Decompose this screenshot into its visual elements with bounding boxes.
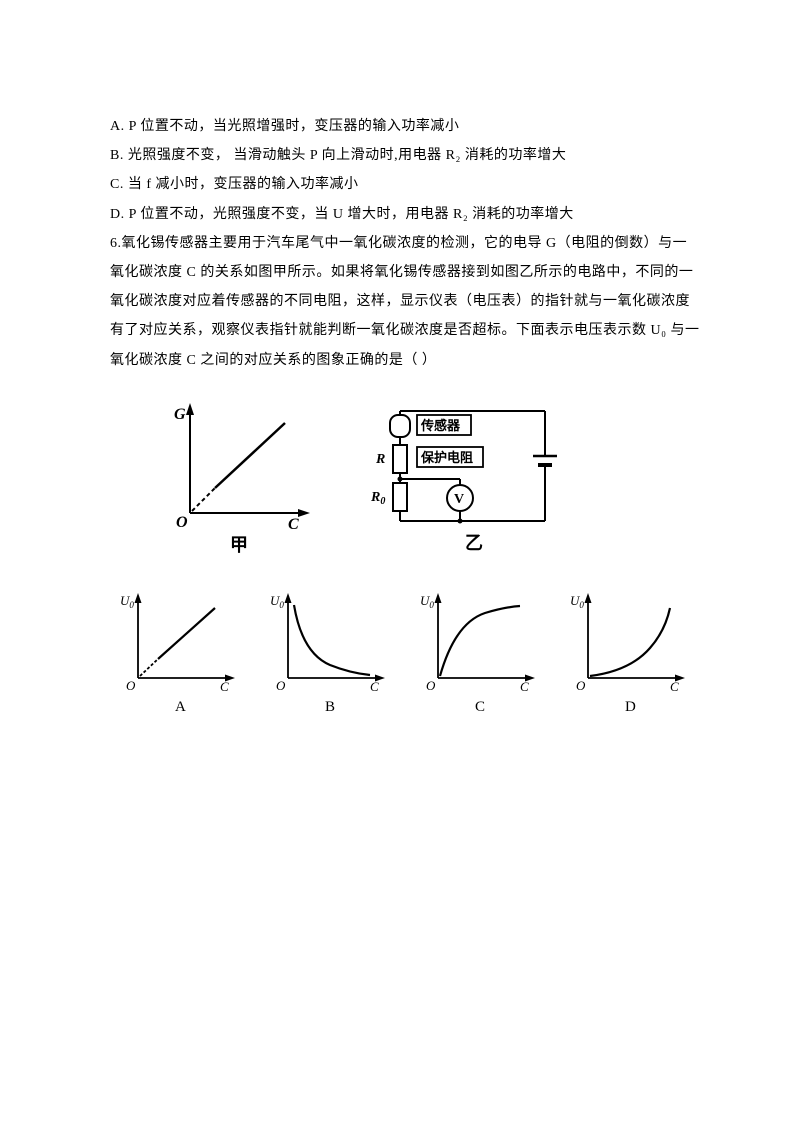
svg-text:U0: U0	[570, 593, 584, 610]
svg-text:U0: U0	[420, 593, 434, 610]
option-label-d: D	[625, 699, 636, 715]
svg-text:O: O	[426, 678, 436, 693]
svg-text:O: O	[576, 678, 586, 693]
label-V: V	[454, 492, 464, 507]
q5-option-d: D. P 位置不动，光照强度不变，当 U 增大时，用电器 R₂ 消耗的功率增大	[110, 202, 710, 227]
axis-label-c: C	[288, 516, 299, 533]
option-chart-c: U0 O C C	[420, 593, 535, 715]
caption-yi: 乙	[465, 533, 483, 553]
option-label-b: B	[325, 699, 335, 715]
label-sensor: 传感器	[420, 418, 461, 433]
main-figures: G O C 甲	[110, 393, 710, 563]
option-chart-d: U0 O C D	[570, 593, 685, 715]
svg-text:U0: U0	[120, 593, 134, 610]
svg-text:C: C	[370, 679, 379, 694]
svg-text:C: C	[670, 679, 679, 694]
q5-option-a: A. P 位置不动，当光照增强时，变压器的输入功率减小	[110, 114, 710, 139]
option-figures: U0 O C A U0 O C B	[110, 588, 710, 718]
graph-jia: G O C 甲	[174, 403, 310, 555]
svg-text:C: C	[220, 679, 229, 694]
option-label-a: A	[175, 699, 186, 715]
caption-jia: 甲	[230, 535, 248, 555]
q6-line1: 6.氧化锡传感器主要用于汽车尾气中一氧化碳浓度的检测，它的电导 G（电阻的倒数）…	[110, 231, 710, 256]
axis-label-g: G	[174, 406, 186, 423]
label-R0: R0	[370, 490, 385, 507]
label-R: R	[375, 452, 385, 467]
axis-label-o: O	[176, 514, 188, 531]
option-chart-a: U0 O C A	[120, 593, 235, 715]
svg-text:O: O	[126, 678, 136, 693]
q6-line3: 氧化碳浓度对应着传感器的不同电阻，这样，显示仪表（电压表）的指针就与一氧化碳浓度	[110, 289, 710, 314]
svg-text:O: O	[276, 678, 286, 693]
option-label-c: C	[475, 699, 485, 715]
svg-text:U0: U0	[270, 593, 284, 610]
svg-text:C: C	[520, 679, 529, 694]
option-chart-b: U0 O C B	[270, 593, 385, 715]
q6-line2: 氧化碳浓度 C 的关系如图甲所示。如果将氧化锡传感器接到如图乙所示的电路中，不同…	[110, 260, 710, 285]
q5-option-b: B. 光照强度不变， 当滑动触头 P 向上滑动时,用电器 R₂ 消耗的功率增大	[110, 143, 710, 168]
q6-line4: 有了对应关系，观察仪表指针就能判断一氧化碳浓度是否超标。下面表示电压表示数 U₀…	[110, 318, 710, 343]
q6-line5: 氧化碳浓度 C 之间的对应关系的图象正确的是（ ）	[110, 348, 710, 373]
circuit-yi: R R0 传感器 保护电阻 V 乙	[370, 411, 557, 553]
q5-option-c: C. 当 f 减小时，变压器的输入功率减小	[110, 172, 710, 197]
label-protect: 保护电阻	[420, 450, 473, 465]
